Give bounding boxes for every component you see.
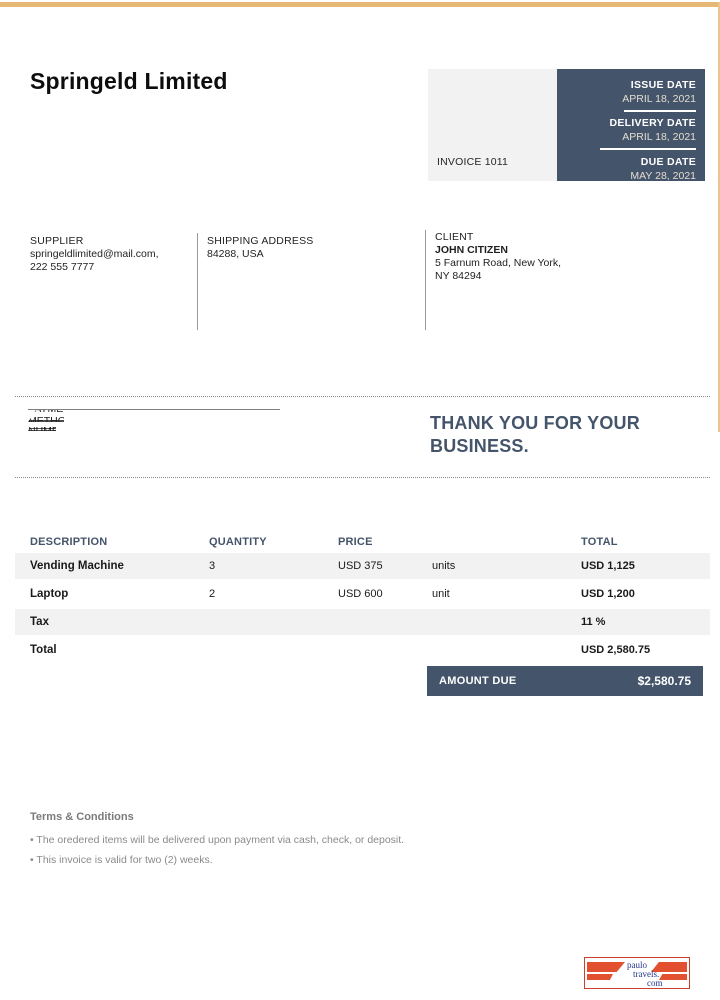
item-quantity: 2 [209, 588, 216, 600]
paulo-travels-logo: paulo travels. com [584, 957, 690, 989]
delivery-date-label: DELIVERY DATE [609, 117, 696, 129]
payment-method-label: PAYMENT METHOD [28, 403, 78, 427]
payment-details-table: PAYMENT METHOD BANK TRANSFER ORDER NUMBE… [28, 409, 280, 431]
right-accent-bar [718, 2, 720, 432]
header-total: TOTAL [581, 536, 618, 548]
party-divider [425, 230, 426, 330]
item-description: Laptop [30, 588, 69, 600]
terms-item: This invoice is valid for two (2) weeks. [30, 850, 404, 870]
item-quantity: 3 [209, 560, 216, 572]
issue-date-label: ISSUE DATE [630, 79, 696, 91]
supplier-block: SUPPLIER springeldlimited@mail.com, 222 … [30, 235, 159, 274]
client-address-line2: NY 84294 [435, 270, 482, 282]
logo-text-line1: paulo [627, 960, 647, 970]
header-description: DESCRIPTION [30, 536, 108, 548]
logo-text-line2: travels. [633, 969, 660, 979]
client-name: JOHN CITIZEN [435, 244, 508, 256]
order-number-label: ORDER NUMBER [28, 413, 74, 437]
delivery-date-value: APRIL 18, 2021 [622, 131, 696, 143]
payment-method-value: BANK TRANSFER [77, 403, 135, 427]
table-row: Tax 11 % [15, 609, 710, 635]
dotted-divider [15, 396, 710, 397]
party-divider [197, 233, 198, 330]
logo-red-stripe [587, 974, 613, 980]
table-row: Vending Machine 3 USD 375 units USD 1,12… [15, 553, 710, 579]
item-unit: unit [432, 588, 450, 600]
supplier-email: springeldlimited@mail.com, [30, 248, 159, 260]
logo-red-stripe [587, 962, 625, 972]
invoice-number: INVOICE 1011 [437, 156, 509, 168]
date-separator [600, 148, 696, 150]
item-unit: units [432, 560, 456, 572]
item-price: USD 600 [338, 588, 383, 600]
item-total: USD 2,580.75 [581, 644, 651, 656]
item-description: Tax [30, 616, 49, 628]
top-accent-bar [0, 2, 720, 7]
items-header-row: DESCRIPTION QUANTITY PRICE TOTAL [15, 531, 710, 553]
amount-due-label: AMOUNT DUE [439, 675, 517, 687]
client-address-line1: 5 Farnum Road, New York, [435, 257, 562, 269]
shipping-label: SHIPPING ADDRESS [207, 235, 314, 247]
item-total: 11 % [581, 616, 606, 628]
header-price: PRICE [338, 536, 373, 548]
logo-red-stripe [651, 962, 687, 972]
payment-method-row: PAYMENT METHOD BANK TRANSFER [28, 410, 64, 422]
terms-title: Terms & Conditions [30, 811, 134, 823]
logo-text-line3: com [647, 978, 663, 988]
due-date-value: MAY 28, 2021 [630, 170, 696, 182]
shipping-block: SHIPPING ADDRESS 84288, USA [207, 235, 313, 261]
invoice-number-box: INVOICE 1011 [428, 69, 557, 181]
header-quantity: QUANTITY [209, 536, 267, 548]
items-table: DESCRIPTION QUANTITY PRICE TOTAL Vending… [15, 531, 710, 696]
item-description: Total [30, 644, 57, 656]
order-number-row: ORDER NUMBER #1018 [28, 422, 56, 431]
supplier-label: SUPPLIER [30, 235, 84, 247]
shipping-address: 84288, USA [207, 248, 264, 260]
logo-red-stripe [659, 974, 687, 980]
terms-and-conditions: Terms & Conditions The oredered items wi… [30, 811, 404, 870]
amount-due-banner: AMOUNT DUE $2,580.75 [427, 666, 703, 696]
client-block: CLIENT JOHN CITIZEN 5 Farnum Road, New Y… [435, 231, 561, 283]
table-row: Total USD 2,580.75 [15, 637, 710, 663]
item-total: USD 1,125 [581, 560, 635, 572]
invoice-dates-box: ISSUE DATE APRIL 18, 2021 DELIVERY DATE … [557, 69, 705, 182]
thank-you-message: THANK YOU FOR YOUR BUSINESS. [430, 412, 705, 458]
client-label: CLIENT [435, 231, 474, 243]
company-name: Springeld Limited [30, 68, 228, 94]
date-separator [624, 110, 696, 112]
supplier-phone: 222 555 7777 [30, 261, 95, 273]
thank-you-line1: THANK YOU FOR YOUR [430, 413, 640, 433]
terms-item: The oredered items will be delivered upo… [30, 830, 404, 850]
item-description: Vending Machine [30, 560, 124, 572]
due-date-label: DUE DATE [640, 156, 696, 168]
thank-you-line2: BUSINESS. [430, 436, 529, 456]
issue-date-value: APRIL 18, 2021 [622, 93, 696, 105]
dotted-divider [15, 477, 710, 478]
amount-due-value: $2,580.75 [637, 674, 691, 688]
order-number-value: #1018 [73, 419, 103, 431]
table-row: Laptop 2 USD 600 unit USD 1,200 [15, 581, 710, 607]
item-price: USD 375 [338, 560, 383, 572]
invoice-header-box: INVOICE 1011 ISSUE DATE APRIL 18, 2021 D… [428, 69, 705, 182]
item-total: USD 1,200 [581, 588, 635, 600]
